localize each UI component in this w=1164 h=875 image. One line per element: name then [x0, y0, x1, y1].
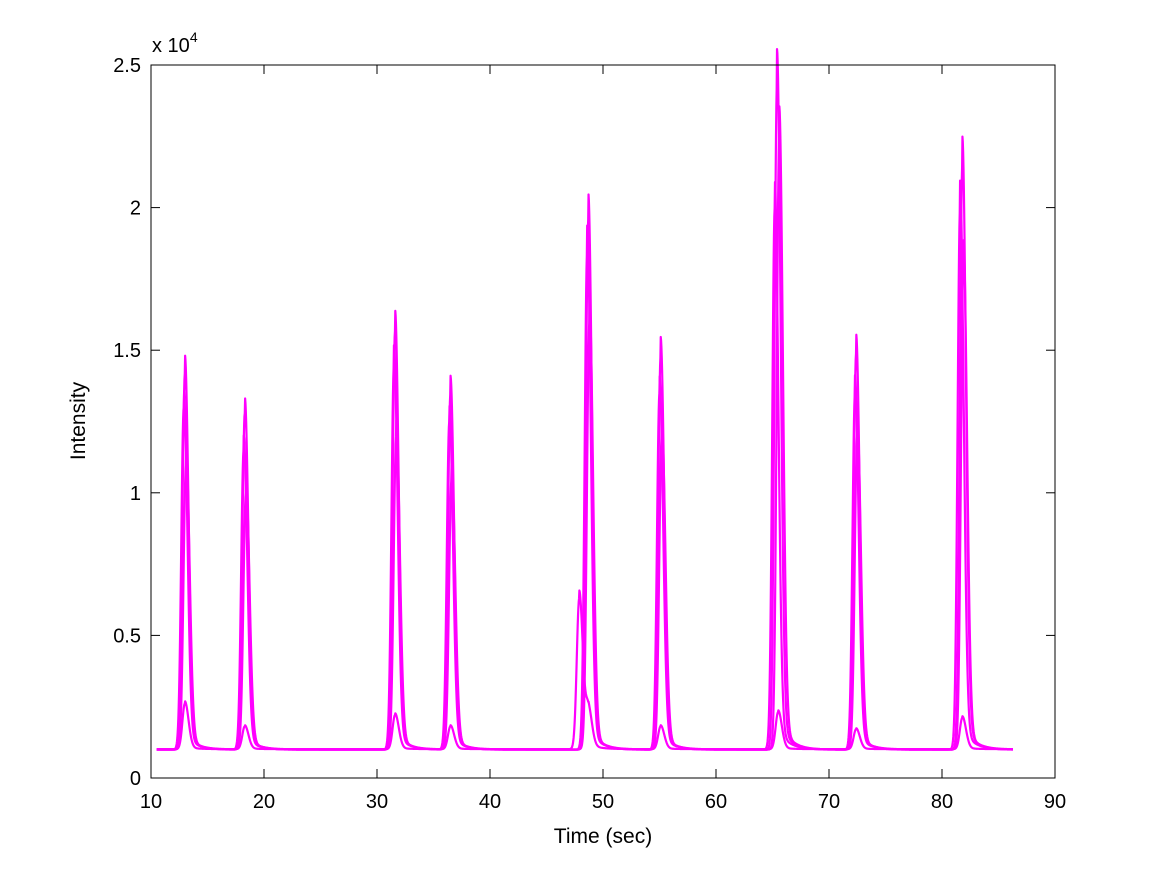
axes-box — [150, 64, 1056, 779]
ticks-layer: 10 20 30 40 50 60 70 80 90 0 0.5 1 1.5 2 2.5 — [113, 55, 1066, 813]
x-tick-label-6: 70 — [818, 791, 840, 813]
x-tick-label-8: 90 — [1044, 791, 1066, 813]
y-multiplier-exponent: 4 — [190, 29, 198, 45]
series-layer — [155, 47, 1014, 751]
y-tick-label-5: 2.5 — [113, 55, 141, 77]
x-tick-label-5: 60 — [705, 791, 727, 813]
series-line-3 — [155, 589, 1014, 751]
x-tick-label-3: 40 — [479, 791, 501, 813]
y-tick-label-2: 1 — [130, 483, 141, 505]
x-tick-label-4: 50 — [592, 791, 614, 813]
x-tick-label-1: 20 — [253, 791, 275, 813]
y-axis-multiplier: x 104 — [152, 29, 198, 57]
y-tick-label-1: 0.5 — [113, 625, 141, 647]
y-tick-label-3: 1.5 — [113, 340, 141, 362]
x-tick-label-2: 30 — [366, 791, 388, 813]
x-tick-label-7: 80 — [931, 791, 953, 813]
y-axis-label: Intensity — [67, 381, 90, 460]
x-axis-label: Time (sec) — [554, 825, 652, 848]
x-tick-label-0: 10 — [140, 791, 162, 813]
y-multiplier-base: x 10 — [152, 35, 190, 57]
y-tick-label-4: 2 — [130, 198, 141, 220]
y-tick-label-0: 0 — [130, 768, 141, 790]
